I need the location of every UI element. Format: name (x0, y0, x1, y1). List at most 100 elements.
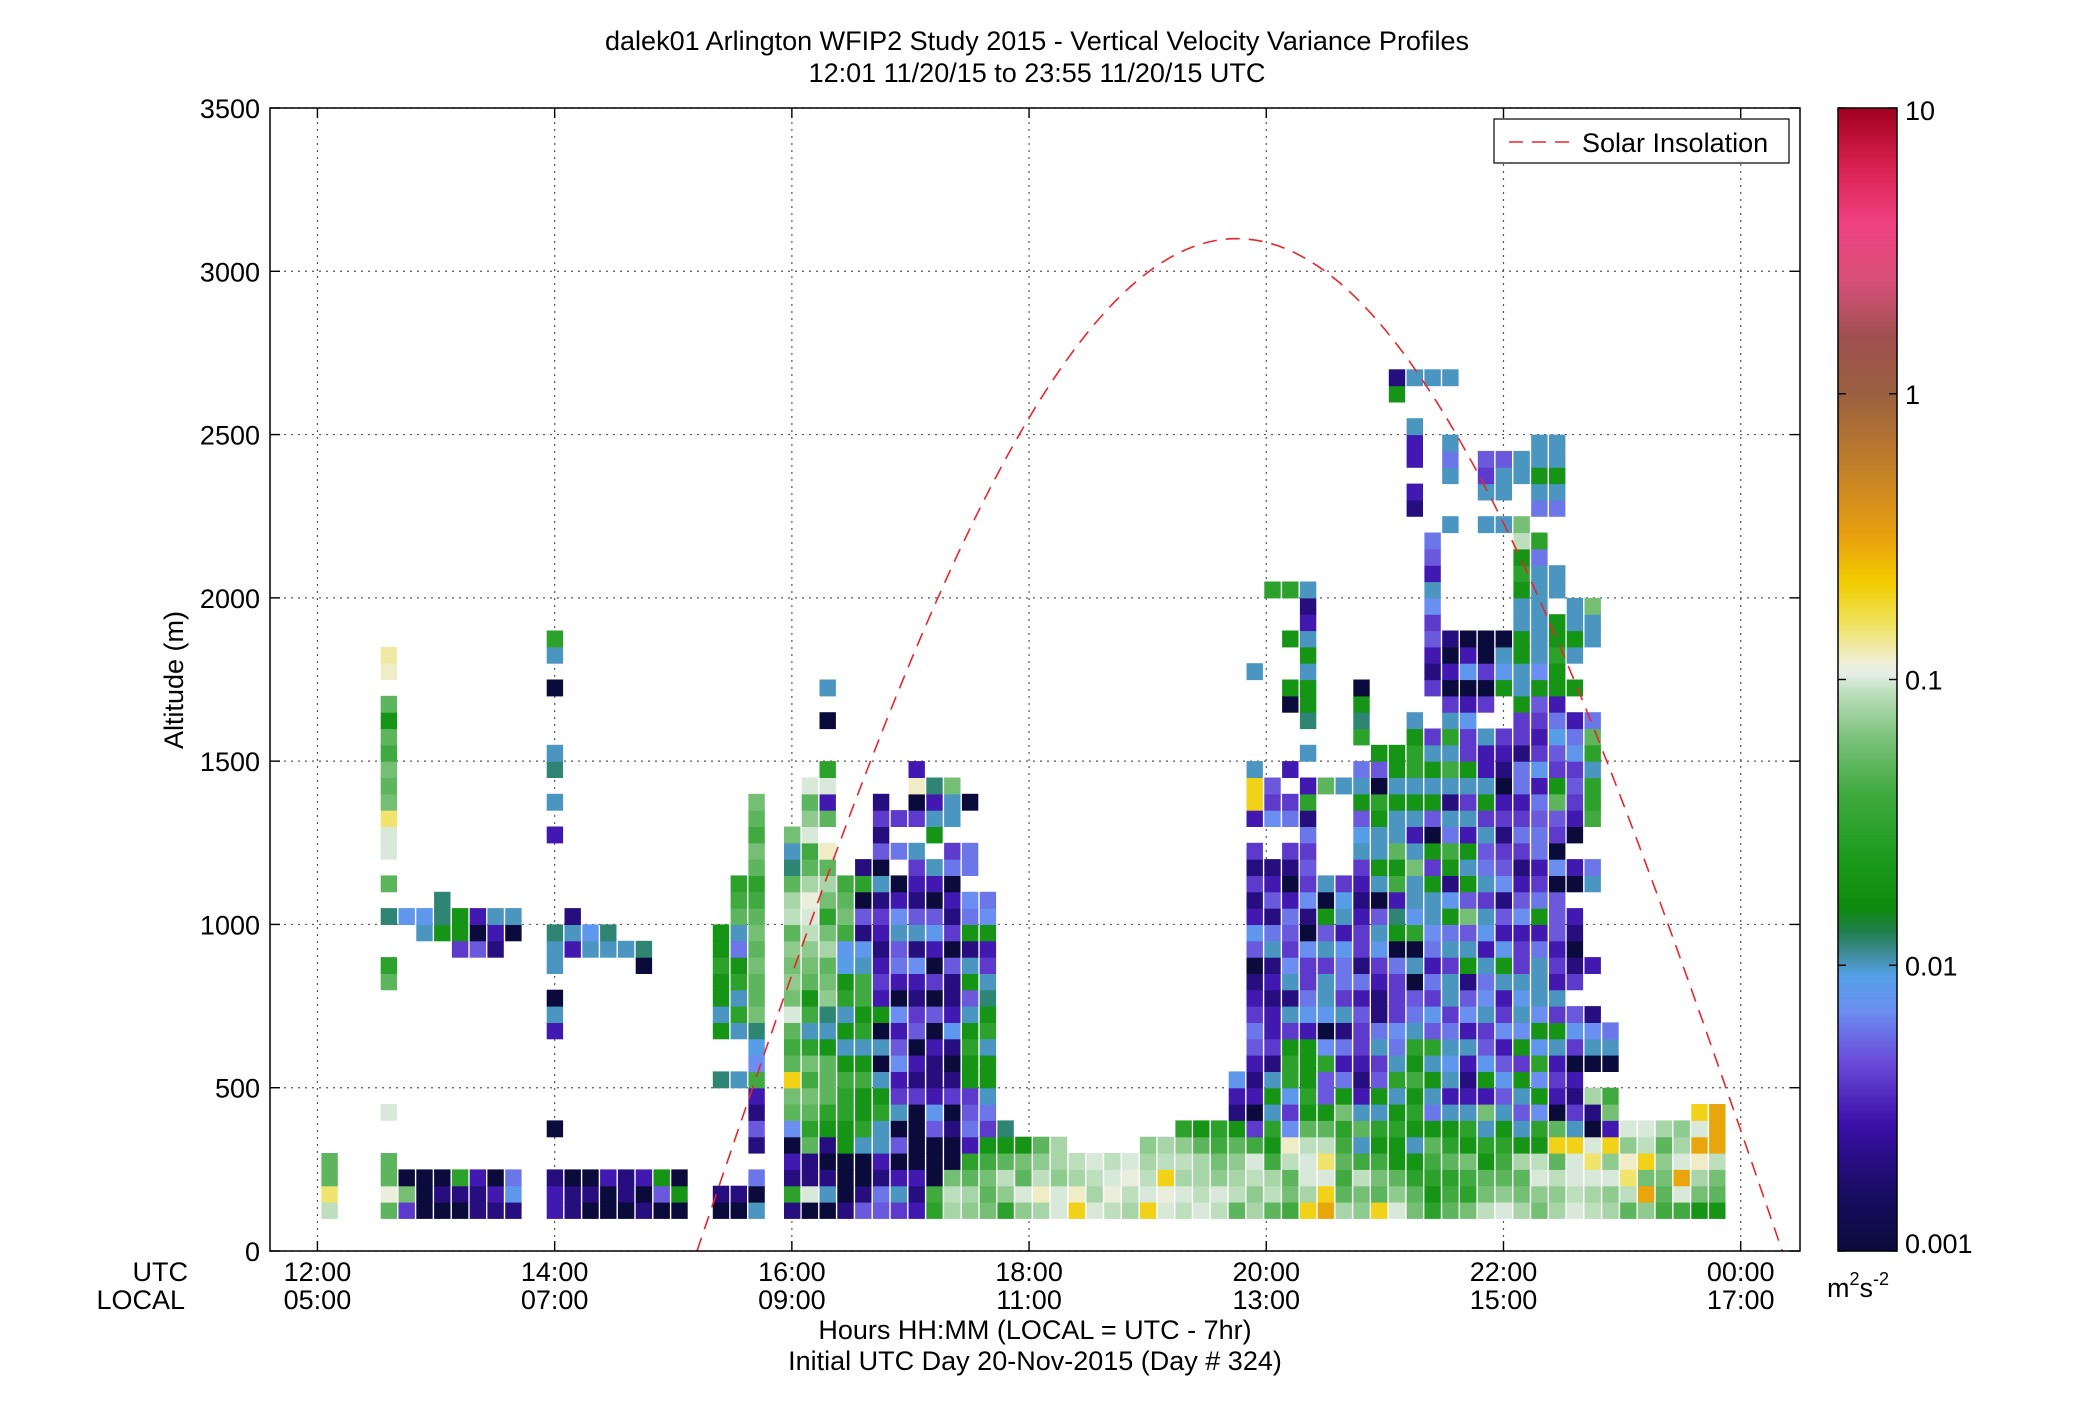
heatmap-cell (1335, 908, 1352, 925)
heatmap-cell (979, 1104, 997, 1121)
heatmap-cell (1549, 777, 1566, 795)
heatmap-cell (1442, 908, 1459, 925)
heatmap-cell (1477, 1038, 1495, 1056)
heatmap-cell (398, 908, 415, 925)
heatmap-cell (855, 924, 872, 942)
heatmap-cell (1246, 1055, 1263, 1072)
heatmap-cell (600, 940, 617, 958)
heatmap-cell (819, 1169, 836, 1187)
heatmap-cell (784, 1022, 801, 1040)
heatmap-cell (1460, 777, 1477, 795)
heatmap-cell (944, 1055, 961, 1072)
heatmap-cell (1353, 908, 1370, 925)
y-tick-label: 3000 (200, 257, 260, 287)
heatmap-cell (451, 1185, 469, 1203)
y-tick-label: 1500 (200, 747, 260, 777)
heatmap-cell (1353, 728, 1370, 746)
heatmap-cell (1566, 973, 1584, 991)
heatmap-cell (546, 793, 564, 811)
heatmap-cell (1353, 1169, 1370, 1187)
heatmap-cell (730, 891, 747, 909)
heatmap-cell (1246, 1087, 1263, 1105)
heatmap-cell (1549, 744, 1566, 762)
heatmap-cell (890, 1153, 908, 1170)
heatmap-cell (979, 891, 997, 909)
heatmap-cell (1477, 1153, 1495, 1170)
heatmap-cell (416, 1202, 433, 1219)
heatmap-cell (1513, 908, 1530, 925)
heatmap-cell (784, 940, 801, 958)
heatmap-cell (1264, 1071, 1281, 1089)
heatmap-cell (1584, 1202, 1601, 1219)
heatmap-cell (1424, 989, 1441, 1007)
heatmap-cell (837, 940, 854, 958)
heatmap-cell (748, 1136, 765, 1154)
heatmap-cell (1442, 793, 1459, 811)
heatmap-cell (1282, 1153, 1299, 1170)
heatmap-cell (801, 1055, 819, 1072)
heatmap-cell (1424, 957, 1441, 974)
heatmap-cell (1353, 1202, 1370, 1219)
heatmap-cell (784, 1120, 801, 1138)
heatmap-cell (1531, 957, 1548, 974)
heatmap-cell (1388, 1185, 1406, 1203)
heatmap-cell (712, 940, 730, 958)
heatmap-cell (1531, 450, 1548, 468)
heatmap-cell (1691, 1185, 1708, 1203)
heatmap-cell (1264, 793, 1281, 811)
heatmap-cell (1673, 1202, 1690, 1219)
heatmap-cell (1442, 1087, 1459, 1105)
heatmap-cell (1566, 1087, 1584, 1105)
heatmap-cell (1406, 859, 1423, 876)
heatmap-cell (1406, 1153, 1423, 1170)
heatmap-cell (1477, 1169, 1495, 1187)
heatmap-cell (1566, 1169, 1584, 1187)
heatmap-cell (908, 924, 925, 942)
heatmap-cell (837, 957, 854, 974)
colorbar-units: m2s-2 (1827, 1269, 1889, 1303)
heatmap-cell (380, 908, 398, 925)
heatmap-cell (1335, 1071, 1352, 1089)
heatmap-cell (837, 1120, 854, 1138)
heatmap-cell (872, 1185, 890, 1203)
heatmap-cell (1050, 1202, 1068, 1219)
heatmap-cell (1299, 859, 1317, 876)
heatmap-cell (1353, 924, 1370, 942)
heatmap-cell (1299, 663, 1317, 681)
heatmap-cell (908, 1071, 925, 1089)
heatmap-cell (380, 1104, 398, 1121)
heatmap-cell (1371, 1169, 1388, 1187)
heatmap-cell (908, 810, 925, 827)
heatmap-cell (546, 646, 564, 664)
heatmap-cell (1388, 1104, 1406, 1121)
heatmap-cell (1246, 1169, 1263, 1187)
heatmap-cell (1424, 548, 1441, 566)
heatmap-cell (1584, 597, 1601, 615)
heatmap-cell (1673, 1185, 1690, 1203)
heatmap-cell (398, 1202, 415, 1219)
heatmap-cell (1406, 483, 1423, 501)
colorbar-tick-label: 0.01 (1905, 951, 1958, 981)
heatmap-cell (1531, 1006, 1548, 1023)
heatmap-cell (1193, 1169, 1210, 1187)
heatmap-cell (1531, 842, 1548, 860)
heatmap-cell (1566, 728, 1584, 746)
heatmap-cell (546, 1202, 564, 1219)
heatmap-cell (1264, 1104, 1281, 1121)
heatmap-cell (1477, 663, 1495, 681)
heatmap-cell (944, 1006, 961, 1023)
heatmap-cell (1460, 1104, 1477, 1121)
heatmap-cell (416, 908, 433, 925)
heatmap-cell (1246, 1136, 1263, 1154)
heatmap-cell (1139, 1169, 1157, 1187)
heatmap-cell (748, 924, 765, 942)
heatmap-cell (1566, 761, 1584, 778)
heatmap-cell (1299, 810, 1317, 827)
heatmap-cell (1442, 712, 1459, 730)
heatmap-cell (908, 1104, 925, 1121)
heatmap-cell (1335, 1169, 1352, 1187)
heatmap-cell (1531, 761, 1548, 778)
heatmap-cell (1299, 1120, 1317, 1138)
heatmap-cell (1513, 581, 1530, 599)
heatmap-cell (1460, 973, 1477, 991)
